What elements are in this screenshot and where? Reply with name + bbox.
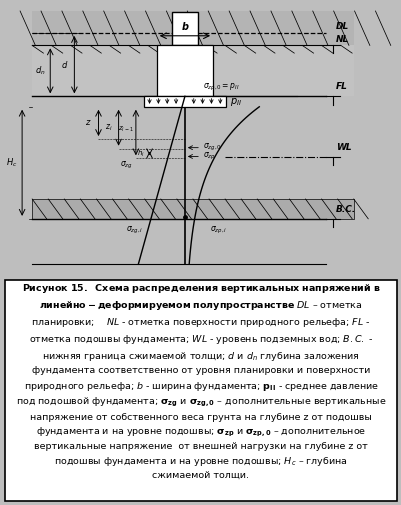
Text: $d$: $d$ bbox=[61, 59, 68, 70]
Text: $\bf{Рисунок\ 15.\ \ Схема\ распределения\ вертикальных\ напряжений\ в}$
$\bf{ли: $\bf{Рисунок\ 15.\ \ Схема\ распределени… bbox=[16, 282, 385, 480]
Text: $H_c$: $H_c$ bbox=[6, 157, 17, 169]
Text: $\sigma_{zg,0}$: $\sigma_{zg,0}$ bbox=[203, 142, 221, 153]
Text: NL: NL bbox=[335, 35, 348, 44]
Text: b: b bbox=[181, 23, 188, 32]
Text: $d_n$: $d_n$ bbox=[35, 65, 45, 77]
Text: $\sigma_{zg,i}$: $\sigma_{zg,i}$ bbox=[126, 225, 143, 236]
Text: $\sigma_{zg}$: $\sigma_{zg}$ bbox=[120, 160, 133, 171]
Text: B.C.: B.C. bbox=[335, 205, 355, 214]
FancyBboxPatch shape bbox=[5, 280, 396, 501]
Polygon shape bbox=[156, 45, 213, 96]
Polygon shape bbox=[172, 13, 197, 45]
Text: $z_i$: $z_i$ bbox=[105, 122, 112, 133]
Text: DL: DL bbox=[335, 22, 348, 31]
Polygon shape bbox=[32, 11, 353, 45]
Polygon shape bbox=[32, 45, 353, 96]
Text: $h_i$: $h_i$ bbox=[136, 148, 144, 159]
Polygon shape bbox=[32, 199, 353, 219]
Polygon shape bbox=[144, 96, 225, 107]
Text: FL: FL bbox=[335, 82, 347, 91]
Text: $\sigma_{zp,0}{=}p_{II}$: $\sigma_{zp,0}{=}p_{II}$ bbox=[203, 82, 239, 93]
Text: $p_{II}$: $p_{II}$ bbox=[229, 96, 241, 108]
Text: WL: WL bbox=[335, 143, 350, 152]
Text: $\sigma_{zp,i}$: $\sigma_{zp,i}$ bbox=[210, 225, 227, 236]
Text: $z_{i-1}$: $z_{i-1}$ bbox=[117, 125, 133, 134]
Text: $z$: $z$ bbox=[85, 118, 91, 127]
Text: $\sigma_{zp}$: $\sigma_{zp}$ bbox=[203, 151, 215, 162]
